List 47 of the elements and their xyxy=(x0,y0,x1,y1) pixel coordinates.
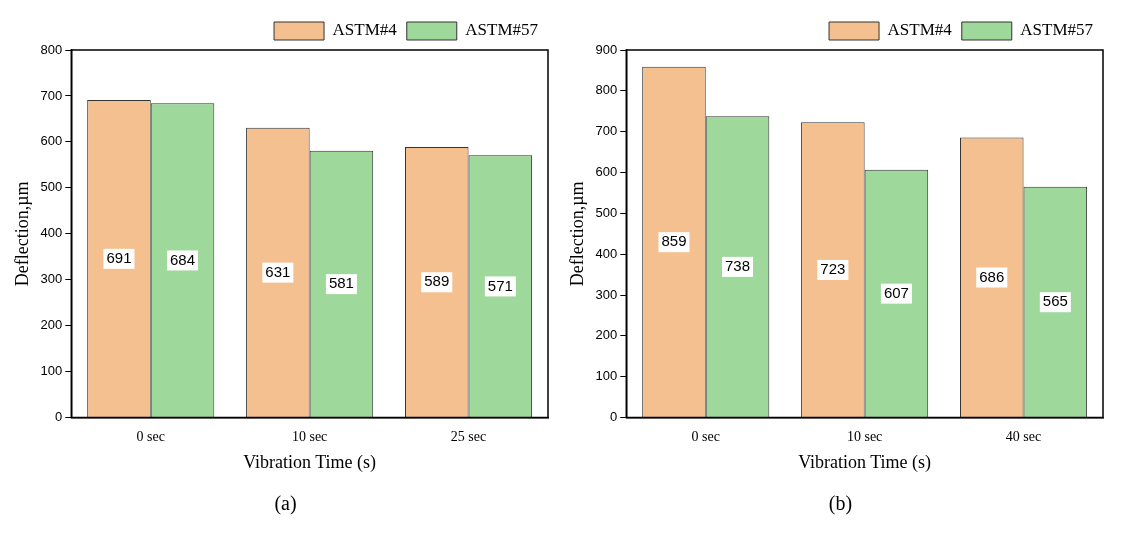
y-tick-label: 400 xyxy=(595,245,618,261)
legend-label: ASTM#4 xyxy=(332,20,398,40)
data-label: 723 xyxy=(820,260,846,278)
y-tick-label: 0 xyxy=(55,409,63,425)
data-label: 589 xyxy=(424,272,450,290)
text: (a) xyxy=(273,492,298,515)
y-tick-label: 200 xyxy=(595,327,618,343)
data-label: 684 xyxy=(170,250,196,268)
legend-label: ASTM#4 xyxy=(887,20,953,40)
x-tick-label: 0 sec xyxy=(136,428,165,444)
x-tick-label: 40 sec xyxy=(1005,428,1042,444)
y-tick-label: 500 xyxy=(595,204,618,220)
y-tick-label: 800 xyxy=(595,82,618,98)
x-tick-label: 10 sec xyxy=(291,428,328,444)
y-tick-label: 100 xyxy=(595,368,618,384)
y-tick-label: 800 xyxy=(40,41,63,57)
x-tick-label: 0 sec xyxy=(691,428,720,444)
y-tick-label: 900 xyxy=(595,41,618,57)
y-tick-label: 300 xyxy=(40,271,63,287)
y-axis-title: Deflection,µm xyxy=(566,181,587,287)
data-label: 607 xyxy=(883,283,909,301)
data-label: 571 xyxy=(487,276,513,294)
x-tick-label: 10 sec xyxy=(846,428,883,444)
data-label: 738 xyxy=(725,257,751,275)
data-label: 565 xyxy=(1042,292,1068,310)
data-label: 691 xyxy=(106,248,132,266)
y-tick-label: 700 xyxy=(595,123,618,139)
y-tick-label: 600 xyxy=(595,164,618,180)
y-tick-label: 300 xyxy=(595,286,618,302)
data-label: 859 xyxy=(661,232,687,250)
data-label: 686 xyxy=(979,267,1005,285)
y-tick-label: 600 xyxy=(40,133,63,149)
data-label: 631 xyxy=(265,262,291,280)
y-tick-label: 500 xyxy=(40,179,63,195)
x-axis-title: Vibration Time (s) xyxy=(243,451,377,473)
data-label: 581 xyxy=(328,274,354,292)
x-tick-label: 25 sec xyxy=(450,428,487,444)
y-tick-label: 100 xyxy=(40,363,63,379)
x-axis-title: Vibration Time (s) xyxy=(798,451,932,473)
y-tick-label: 0 xyxy=(610,409,618,425)
legend-label: ASTM#57 xyxy=(1020,20,1094,40)
legend-label: ASTM#57 xyxy=(465,20,539,40)
y-axis-title: Deflection,µm xyxy=(11,181,32,287)
text: (b) xyxy=(827,492,854,515)
y-tick-label: 400 xyxy=(40,225,63,241)
y-tick-label: 200 xyxy=(40,317,63,333)
y-tick-label: 700 xyxy=(40,87,63,103)
